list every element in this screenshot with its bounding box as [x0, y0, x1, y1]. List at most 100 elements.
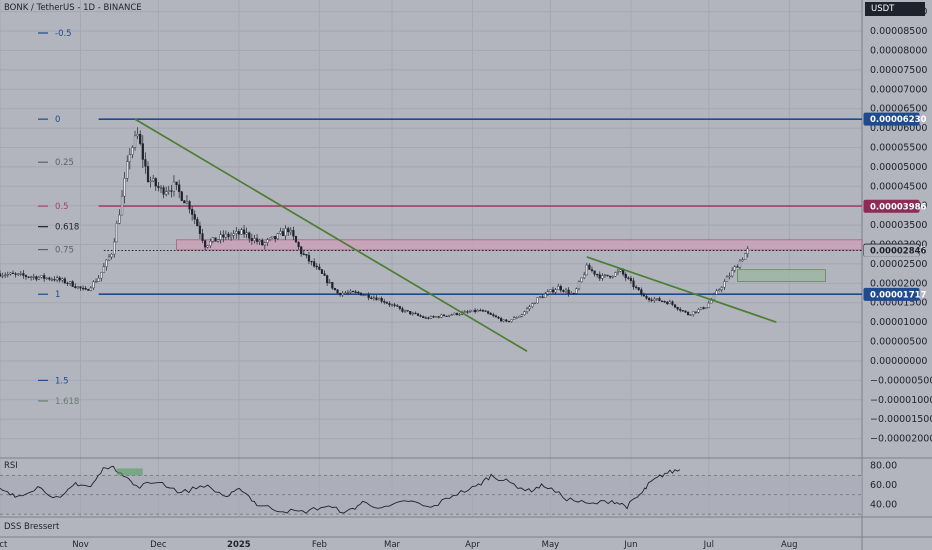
price-tag[interactable] — [863, 199, 920, 213]
candle-body — [505, 319, 508, 322]
candle-body — [110, 253, 113, 258]
candle-body — [362, 294, 365, 297]
candle-body — [281, 231, 285, 237]
candle-body — [632, 280, 635, 288]
candle-body — [642, 294, 646, 297]
candle-body — [193, 214, 196, 220]
candle-body — [406, 310, 409, 312]
candle-body — [494, 315, 498, 318]
candle-body — [102, 266, 105, 273]
candle-body — [274, 236, 277, 240]
candle-body — [437, 316, 440, 318]
candle-body — [484, 310, 487, 312]
candle-body — [580, 277, 583, 283]
candle-body — [476, 309, 479, 312]
candle-body — [720, 287, 723, 290]
candle-body — [219, 234, 222, 240]
candle-body — [655, 298, 658, 300]
candle-body — [323, 273, 326, 276]
candle-body — [209, 241, 212, 246]
candle-body — [14, 273, 17, 275]
zone-rectangle[interactable] — [176, 239, 863, 251]
candle-body — [188, 201, 191, 210]
candle-body — [401, 308, 404, 312]
candle-body — [235, 231, 238, 234]
price-axis-label: 0.00005500 — [870, 142, 927, 153]
candle-body — [201, 233, 204, 241]
candle-body — [684, 310, 687, 313]
candle-body — [292, 229, 295, 237]
candle-body — [232, 233, 235, 236]
candle-body — [276, 233, 279, 240]
candle-body — [167, 190, 170, 192]
candle-body — [635, 286, 638, 288]
candle-body — [593, 270, 596, 275]
time-axis-label: Nov — [72, 540, 89, 550]
candle-body — [105, 259, 108, 267]
candle-body — [357, 291, 360, 294]
candle-body — [736, 266, 739, 268]
candle-body — [383, 301, 386, 303]
candle-body — [71, 281, 74, 287]
candle-body — [336, 289, 339, 294]
candle-body — [570, 293, 573, 295]
candle-body — [487, 311, 490, 314]
candle-body — [531, 303, 534, 307]
candle-body — [699, 307, 703, 310]
price-axis-label: −0.00001500 — [870, 414, 932, 425]
candle-body — [370, 297, 373, 299]
candle-body — [442, 314, 446, 317]
candle-body — [87, 289, 90, 291]
candle-body — [718, 289, 721, 292]
candle-body — [94, 281, 98, 283]
price-tag[interactable] — [863, 112, 920, 126]
zone-rectangle[interactable] — [737, 269, 826, 282]
currency-badge[interactable]: USDT — [865, 2, 925, 16]
candle-body — [6, 273, 9, 276]
candle-body — [178, 184, 181, 192]
candle-body — [320, 269, 324, 274]
candle-body — [616, 271, 620, 273]
candle-body — [377, 298, 381, 301]
candle-body — [367, 294, 370, 299]
candle-body — [450, 314, 453, 316]
candle-body — [58, 277, 61, 281]
price-tag[interactable] — [863, 287, 920, 301]
candle-body — [585, 264, 588, 276]
candle-body — [354, 291, 357, 293]
price-tag[interactable] — [864, 244, 919, 257]
candle-body — [92, 281, 95, 289]
trendline[interactable] — [134, 118, 528, 352]
candle-body — [237, 231, 240, 235]
candle-body — [165, 191, 168, 195]
candle-body — [388, 303, 391, 306]
candle-body — [144, 159, 147, 167]
candle-body — [315, 265, 318, 268]
candle-body — [11, 272, 15, 274]
candle-body — [279, 231, 282, 234]
candle-body — [37, 277, 41, 280]
price-axis-label: 0.00000000 — [870, 356, 927, 367]
candle-body — [453, 312, 456, 315]
candle-body — [253, 238, 256, 241]
candle-body — [305, 254, 308, 256]
candle-body — [40, 275, 43, 278]
candle-body — [349, 290, 352, 293]
candle-body — [24, 275, 28, 277]
candle-body — [562, 289, 565, 292]
candle-body — [492, 314, 495, 316]
candle-body — [606, 274, 609, 277]
candle-body — [422, 316, 425, 318]
candle-body — [611, 275, 614, 278]
candle-body — [339, 292, 342, 296]
candle-body — [731, 270, 734, 277]
candle-body — [728, 275, 731, 278]
candle-body — [123, 178, 126, 197]
candle-body — [56, 277, 59, 281]
candle-body — [609, 275, 612, 278]
candle-body — [525, 308, 529, 312]
trendline[interactable] — [586, 256, 777, 323]
candle-body — [32, 276, 35, 278]
candle-body — [409, 311, 412, 315]
